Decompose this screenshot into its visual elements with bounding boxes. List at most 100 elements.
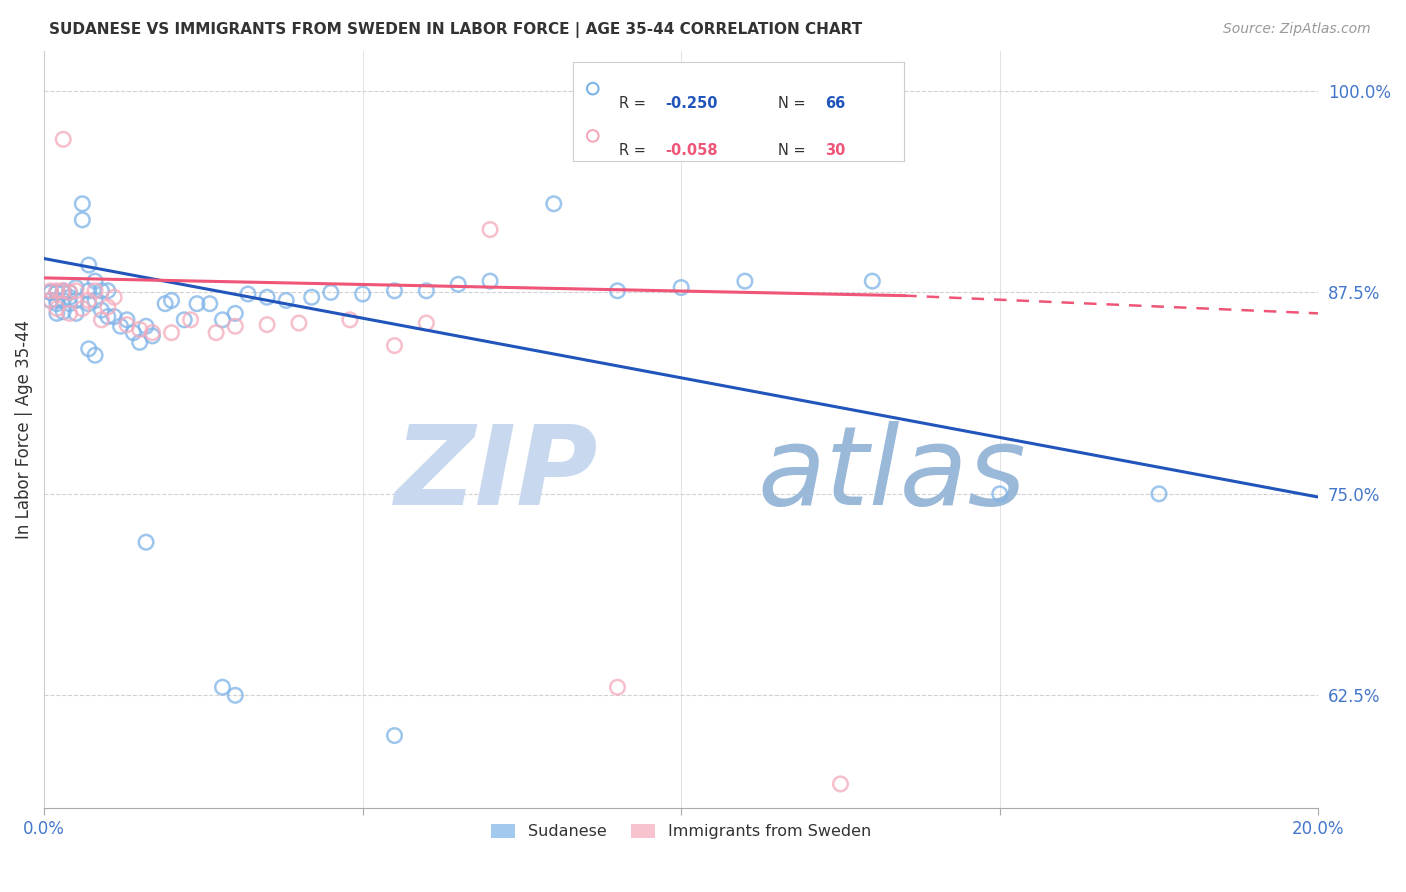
Point [198, 296, 221, 310]
Point [39, 284, 62, 298]
Point [830, 777, 852, 791]
Point [97, 284, 120, 298]
Point [52, 284, 75, 298]
Point [384, 284, 406, 298]
Point [39, 285, 62, 300]
Point [606, 284, 628, 298]
Point [447, 277, 470, 292]
Point [319, 285, 342, 300]
Point [45, 301, 67, 316]
Point [224, 319, 246, 334]
Point [52, 132, 75, 146]
Point [58, 285, 80, 300]
Point [384, 729, 406, 743]
Point [669, 280, 692, 294]
Point [180, 313, 202, 327]
Point [39, 285, 62, 300]
Point [45, 284, 67, 298]
Point [84, 293, 107, 308]
Text: ZIP: ZIP [395, 421, 599, 528]
Point [97, 300, 120, 314]
Point [65, 293, 87, 308]
Point [77, 296, 100, 310]
Point [211, 680, 233, 694]
Text: atlas: atlas [758, 421, 1026, 528]
Point [141, 329, 163, 343]
Point [84, 284, 107, 298]
Point [128, 335, 150, 350]
Point [122, 326, 145, 340]
Point [65, 280, 87, 294]
Text: SUDANESE VS IMMIGRANTS FROM SWEDEN IN LABOR FORCE | AGE 35-44 CORRELATION CHART: SUDANESE VS IMMIGRANTS FROM SWEDEN IN LA… [49, 22, 862, 38]
Point [276, 293, 298, 308]
Point [97, 310, 120, 324]
Point [256, 318, 278, 332]
Point [77, 258, 100, 272]
Point [110, 319, 132, 334]
Point [90, 303, 112, 318]
Point [52, 293, 75, 308]
Point [90, 313, 112, 327]
Point [236, 287, 259, 301]
Point [72, 301, 94, 316]
Point [415, 316, 437, 330]
Point [301, 290, 323, 304]
Point [205, 326, 228, 340]
Point [84, 274, 107, 288]
Point [77, 293, 100, 308]
Point [52, 284, 75, 298]
Point [734, 274, 756, 288]
Point [543, 196, 565, 211]
Point [90, 284, 112, 298]
Point [45, 285, 67, 300]
Point [65, 306, 87, 320]
Point [77, 342, 100, 356]
Legend: Sudanese, Immigrants from Sweden: Sudanese, Immigrants from Sweden [485, 817, 877, 846]
Point [84, 348, 107, 362]
Point [45, 296, 67, 310]
Point [45, 293, 67, 308]
Point [1147, 487, 1170, 501]
Point [988, 487, 1011, 501]
Point [103, 310, 125, 324]
Point [153, 296, 176, 310]
Point [384, 338, 406, 352]
Point [72, 213, 94, 227]
Point [58, 290, 80, 304]
Point [39, 293, 62, 308]
Point [128, 322, 150, 336]
Point [288, 316, 311, 330]
Point [115, 318, 138, 332]
Point [173, 313, 195, 327]
Point [103, 290, 125, 304]
Point [58, 306, 80, 320]
Point [479, 274, 502, 288]
Point [77, 284, 100, 298]
Point [415, 284, 437, 298]
Point [224, 688, 246, 702]
Point [256, 290, 278, 304]
Point [65, 284, 87, 298]
Point [39, 293, 62, 308]
Point [160, 326, 183, 340]
Point [58, 285, 80, 300]
Point [186, 296, 208, 310]
Point [211, 313, 233, 327]
Point [72, 196, 94, 211]
Point [52, 285, 75, 300]
Point [606, 680, 628, 694]
Text: Source: ZipAtlas.com: Source: ZipAtlas.com [1223, 22, 1371, 37]
Point [135, 319, 157, 334]
Point [160, 293, 183, 308]
Point [860, 274, 883, 288]
Point [58, 296, 80, 310]
Point [45, 306, 67, 320]
Point [45, 285, 67, 300]
Point [224, 306, 246, 320]
Point [52, 304, 75, 318]
Point [135, 535, 157, 549]
Point [352, 287, 374, 301]
Point [115, 313, 138, 327]
Y-axis label: In Labor Force | Age 35-44: In Labor Force | Age 35-44 [15, 320, 32, 539]
Point [141, 326, 163, 340]
